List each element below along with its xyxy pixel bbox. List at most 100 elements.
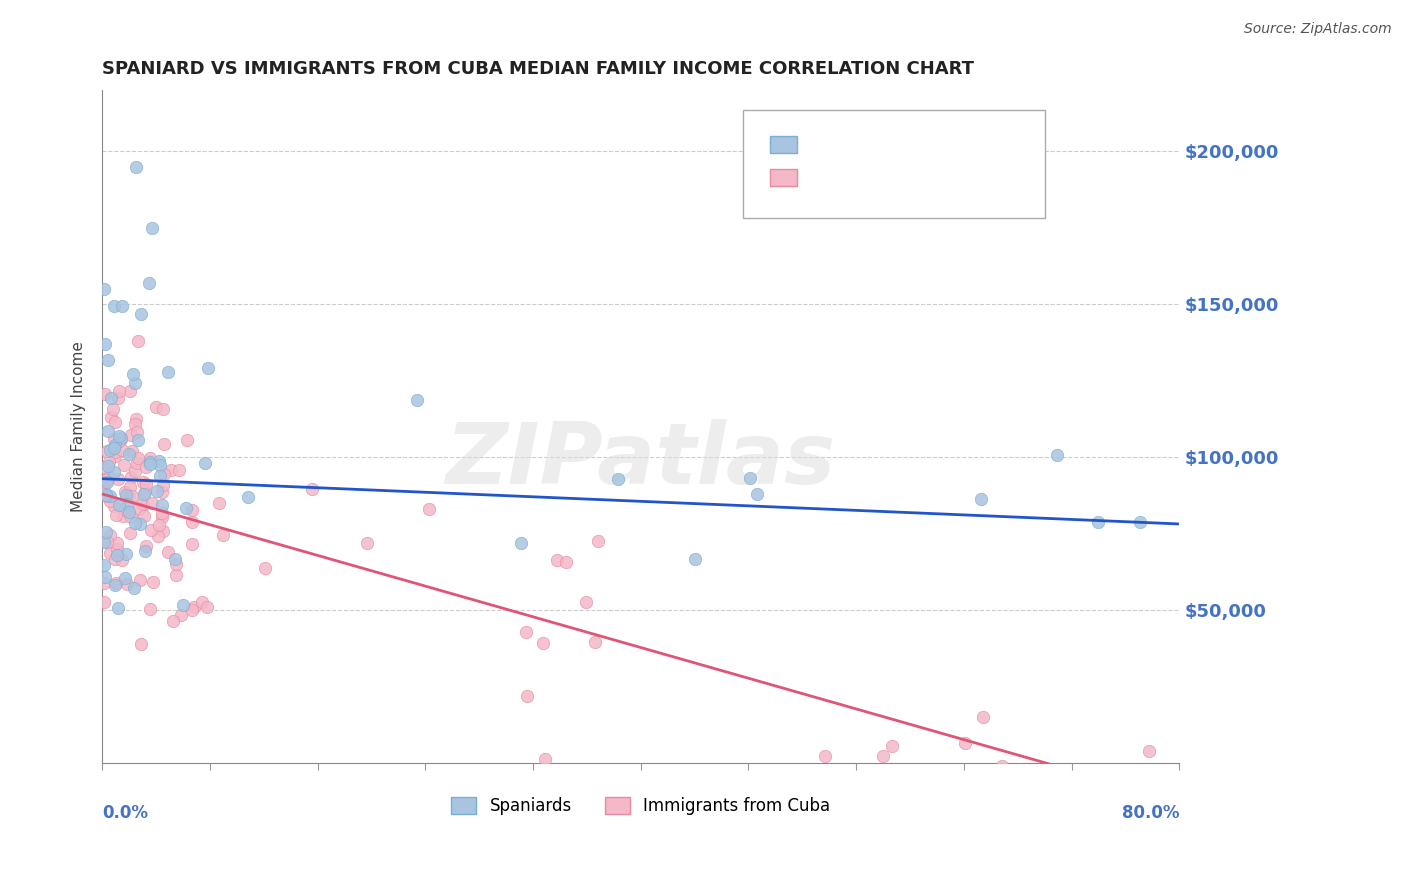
Immigrants from Cuba [135, 459, 157, 474]
Immigrants from Cuba [93, 483, 115, 498]
Immigrants from Cuba [103, 499, 125, 513]
Immigrants from Cuba [98, 455, 121, 469]
Immigrants from Cuba [103, 432, 125, 446]
Spaniards [138, 457, 160, 471]
Immigrants from Cuba [153, 467, 176, 482]
Spaniards [745, 487, 768, 501]
Spaniards [141, 220, 163, 235]
Immigrants from Cuba [111, 552, 134, 566]
Immigrants from Cuba [104, 415, 127, 429]
Spaniards [103, 299, 125, 313]
Spaniards [110, 431, 132, 445]
Immigrants from Cuba [98, 494, 121, 508]
Text: SPANIARD VS IMMIGRANTS FROM CUBA MEDIAN FAMILY INCOME CORRELATION CHART: SPANIARD VS IMMIGRANTS FROM CUBA MEDIAN … [103, 60, 974, 78]
Spaniards [98, 443, 121, 458]
Immigrants from Cuba [118, 525, 141, 540]
Immigrants from Cuba [131, 637, 153, 651]
Spaniards [149, 458, 172, 473]
Spaniards [124, 376, 146, 390]
Spaniards [111, 299, 134, 313]
Immigrants from Cuba [120, 427, 142, 442]
Immigrants from Cuba [93, 460, 115, 475]
Immigrants from Cuba [124, 417, 146, 431]
Immigrants from Cuba [141, 523, 163, 537]
Immigrants from Cuba [96, 444, 118, 458]
Spaniards [197, 360, 219, 375]
Immigrants from Cuba [134, 485, 156, 500]
Spaniards [93, 534, 115, 549]
Immigrants from Cuba [254, 561, 277, 575]
Immigrants from Cuba [165, 568, 187, 582]
Immigrants from Cuba [98, 546, 121, 560]
FancyBboxPatch shape [742, 111, 1045, 219]
Immigrants from Cuba [1137, 743, 1160, 757]
Immigrants from Cuba [953, 735, 976, 749]
Immigrants from Cuba [96, 473, 118, 487]
Spaniards [107, 498, 129, 512]
Spaniards [149, 469, 172, 483]
Immigrants from Cuba [139, 602, 162, 616]
Immigrants from Cuba [135, 539, 157, 553]
Spaniards [97, 424, 120, 438]
Immigrants from Cuba [121, 444, 143, 458]
Spaniards [94, 570, 117, 584]
Spaniards [607, 472, 630, 486]
Immigrants from Cuba [127, 451, 149, 466]
Immigrants from Cuba [114, 485, 136, 500]
Immigrants from Cuba [128, 501, 150, 516]
Immigrants from Cuba [148, 517, 170, 532]
Immigrants from Cuba [555, 555, 578, 569]
Spaniards [93, 282, 115, 296]
Immigrants from Cuba [152, 478, 174, 492]
Immigrants from Cuba [93, 576, 115, 591]
Immigrants from Cuba [515, 624, 537, 639]
Y-axis label: Median Family Income: Median Family Income [72, 342, 86, 512]
Spaniards [103, 466, 125, 480]
Immigrants from Cuba [153, 436, 176, 450]
Immigrants from Cuba [112, 509, 135, 524]
Immigrants from Cuba [301, 482, 323, 496]
Spaniards [127, 434, 149, 448]
Immigrants from Cuba [575, 595, 598, 609]
Immigrants from Cuba [121, 489, 143, 503]
Spaniards [96, 475, 118, 490]
Text: ZIPatlas: ZIPatlas [446, 419, 837, 502]
Immigrants from Cuba [93, 486, 115, 500]
Immigrants from Cuba [814, 749, 837, 764]
Immigrants from Cuba [105, 535, 128, 549]
Spaniards [115, 497, 138, 511]
Immigrants from Cuba [212, 527, 235, 541]
Immigrants from Cuba [165, 557, 187, 571]
Spaniards [139, 455, 162, 469]
Immigrants from Cuba [145, 400, 167, 414]
Spaniards [1046, 448, 1069, 462]
Immigrants from Cuba [356, 536, 378, 550]
Spaniards [176, 501, 198, 516]
Immigrants from Cuba [131, 497, 153, 511]
Spaniards [134, 487, 156, 501]
Immigrants from Cuba [167, 463, 190, 477]
Immigrants from Cuba [129, 573, 152, 587]
Immigrants from Cuba [583, 635, 606, 649]
Spaniards [122, 368, 145, 382]
Immigrants from Cuba [139, 450, 162, 465]
Spaniards [148, 453, 170, 467]
Spaniards [97, 353, 120, 368]
Immigrants from Cuba [150, 485, 173, 500]
Immigrants from Cuba [162, 614, 184, 628]
Spaniards [683, 551, 706, 566]
Spaniards [163, 551, 186, 566]
Immigrants from Cuba [124, 464, 146, 478]
Immigrants from Cuba [96, 489, 118, 503]
Immigrants from Cuba [180, 515, 202, 529]
Immigrants from Cuba [1105, 803, 1128, 817]
Spaniards [115, 547, 138, 561]
Immigrants from Cuba [546, 552, 568, 566]
Immigrants from Cuba [107, 434, 129, 448]
Immigrants from Cuba [157, 545, 180, 559]
Immigrants from Cuba [120, 470, 142, 484]
Immigrants from Cuba [208, 496, 231, 510]
Immigrants from Cuba [152, 402, 174, 417]
Spaniards [117, 447, 139, 461]
Immigrants from Cuba [872, 748, 894, 763]
